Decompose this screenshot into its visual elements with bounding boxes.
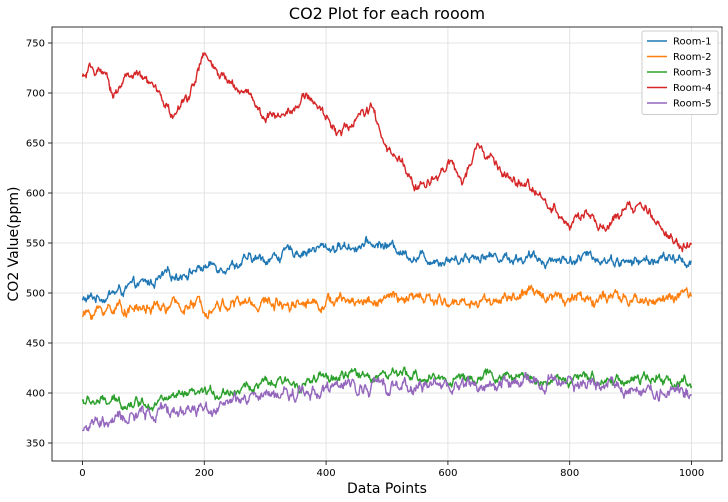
x-tick-label: 1000 bbox=[679, 468, 704, 479]
y-axis-title: CO2 Value(ppm) bbox=[6, 187, 22, 302]
x-tick-label: 400 bbox=[317, 468, 336, 479]
x-tick-label: 0 bbox=[79, 468, 85, 479]
y-tick-label: 450 bbox=[26, 339, 45, 350]
series-lines bbox=[81, 52, 693, 432]
series-line-room-4 bbox=[81, 52, 693, 253]
series-line-room-1 bbox=[81, 235, 692, 304]
legend-label: Room-5 bbox=[673, 99, 711, 110]
legend-label: Room-2 bbox=[673, 52, 711, 63]
y-tick-label: 600 bbox=[26, 189, 45, 200]
x-tick-label: 800 bbox=[560, 468, 579, 479]
plot-frame bbox=[51, 26, 723, 462]
legend-box bbox=[641, 30, 719, 115]
legend-label: Room-3 bbox=[673, 68, 711, 79]
y-tick-label: 550 bbox=[26, 239, 45, 250]
y-tick-label: 650 bbox=[26, 139, 45, 150]
legend-label: Room-4 bbox=[673, 83, 711, 94]
series-line-room-5 bbox=[81, 371, 693, 432]
axis-ticks: 0 200 400 600 800 1000 350 400 450 500 550 600 650 70… bbox=[26, 39, 704, 480]
y-tick-label: 500 bbox=[26, 289, 45, 300]
x-tick-label: 200 bbox=[195, 468, 214, 479]
x-axis-title: Data Points bbox=[347, 481, 427, 497]
x-tick-label: 600 bbox=[438, 468, 457, 479]
legend-label: Room-1 bbox=[673, 37, 711, 48]
y-tick-label: 700 bbox=[26, 89, 45, 100]
series-line-room-3 bbox=[81, 366, 693, 412]
legend: Room-1 Room-2 Room-3 Room-4 Room-5 bbox=[641, 30, 719, 115]
y-tick-label: 350 bbox=[26, 439, 45, 450]
series-line-room-2 bbox=[81, 284, 693, 321]
chart-title: CO2 Plot for each rooom bbox=[289, 4, 485, 23]
y-tick-label: 400 bbox=[26, 389, 45, 400]
y-tick-label: 750 bbox=[26, 39, 45, 50]
